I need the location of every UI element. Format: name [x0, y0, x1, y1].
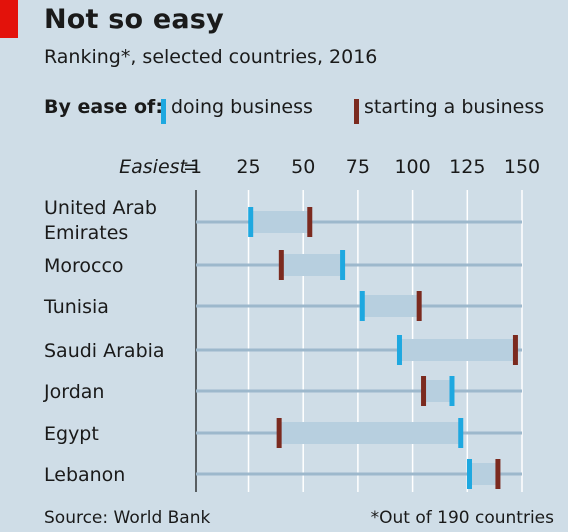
starting-business-marker: [276, 418, 282, 448]
legend-key-doing-business: [161, 99, 166, 124]
category-label: Egypt: [44, 423, 99, 445]
chart-title: Not so easy: [44, 4, 224, 35]
range-band: [399, 339, 516, 361]
chart-subtitle: Ranking*, selected countries, 2016: [44, 46, 378, 68]
category-label: Lebanon: [44, 464, 125, 486]
range-band: [362, 295, 420, 317]
doing-business-marker: [449, 376, 455, 406]
starting-business-marker: [416, 291, 422, 321]
brand-tag: [0, 0, 18, 38]
category-label: Tunisia: [43, 296, 109, 318]
starting-business-marker: [512, 335, 518, 365]
category-label: Emirates: [44, 222, 128, 244]
x-tick-label: 100: [394, 156, 430, 178]
footnote: *Out of 190 countries: [370, 508, 554, 528]
range-band: [469, 463, 498, 485]
range-band: [279, 422, 461, 444]
range-band: [250, 211, 310, 233]
doing-business-marker: [248, 207, 254, 237]
legend-title: By ease of:: [44, 96, 163, 118]
x-tick-label: 50: [291, 156, 315, 178]
category-label: Morocco: [44, 255, 124, 277]
doing-business-marker: [458, 418, 464, 448]
starting-business-marker: [307, 207, 313, 237]
category-label: Saudi Arabia: [44, 340, 165, 362]
category-label: United Arab: [44, 197, 157, 219]
legend-key-starting-business: [354, 99, 359, 124]
x-axis-equals: =: [183, 156, 199, 178]
x-axis-prefix: Easiest: [119, 156, 188, 178]
doing-business-marker: [466, 459, 472, 489]
doing-business-marker: [359, 291, 365, 321]
starting-business-marker: [495, 459, 501, 489]
range-band: [281, 254, 343, 276]
x-tick-label: 75: [346, 156, 370, 178]
doing-business-marker: [340, 250, 346, 280]
x-tick-label: 25: [236, 156, 260, 178]
category-label: Jordan: [43, 381, 104, 403]
legend-label-starting-business: starting a business: [364, 96, 545, 118]
starting-business-marker: [421, 376, 427, 406]
legend-label-doing-business: doing business: [171, 96, 313, 118]
range-band: [423, 380, 452, 402]
x-tick-label: 150: [504, 156, 540, 178]
doing-business-marker: [396, 335, 402, 365]
x-tick-label: 1: [190, 156, 202, 178]
source-note: Source: World Bank: [44, 508, 211, 528]
starting-business-marker: [278, 250, 284, 280]
x-tick-label: 125: [449, 156, 485, 178]
